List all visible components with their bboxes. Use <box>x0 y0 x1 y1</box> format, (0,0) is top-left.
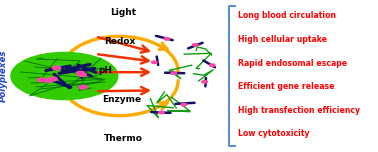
Circle shape <box>79 85 87 89</box>
Circle shape <box>53 66 60 70</box>
Circle shape <box>181 103 187 106</box>
Text: High cellular uptake: High cellular uptake <box>239 35 327 44</box>
Text: Redox: Redox <box>104 37 135 46</box>
Circle shape <box>171 72 177 74</box>
Circle shape <box>44 79 53 82</box>
Circle shape <box>164 38 170 40</box>
Circle shape <box>159 111 164 114</box>
Circle shape <box>37 78 46 82</box>
Circle shape <box>76 71 85 75</box>
Text: pH: pH <box>99 66 113 75</box>
Text: Enzyme: Enzyme <box>102 95 141 104</box>
Text: Polyplexes: Polyplexes <box>0 50 8 102</box>
Text: High transfection efficiency: High transfection efficiency <box>239 106 360 115</box>
Text: Long blood circulation: Long blood circulation <box>239 11 336 21</box>
Text: Low cytotoxicity: Low cytotoxicity <box>239 129 310 138</box>
Circle shape <box>202 81 207 83</box>
Circle shape <box>152 61 157 64</box>
Circle shape <box>11 52 118 100</box>
Text: Efficient gene release: Efficient gene release <box>239 82 335 91</box>
Text: Light: Light <box>110 8 136 17</box>
Circle shape <box>78 73 86 76</box>
Circle shape <box>192 44 198 46</box>
Text: Thermo: Thermo <box>104 134 143 143</box>
Circle shape <box>209 64 215 66</box>
Circle shape <box>49 77 57 81</box>
Text: Rapid endosomal escape: Rapid endosomal escape <box>239 59 347 68</box>
